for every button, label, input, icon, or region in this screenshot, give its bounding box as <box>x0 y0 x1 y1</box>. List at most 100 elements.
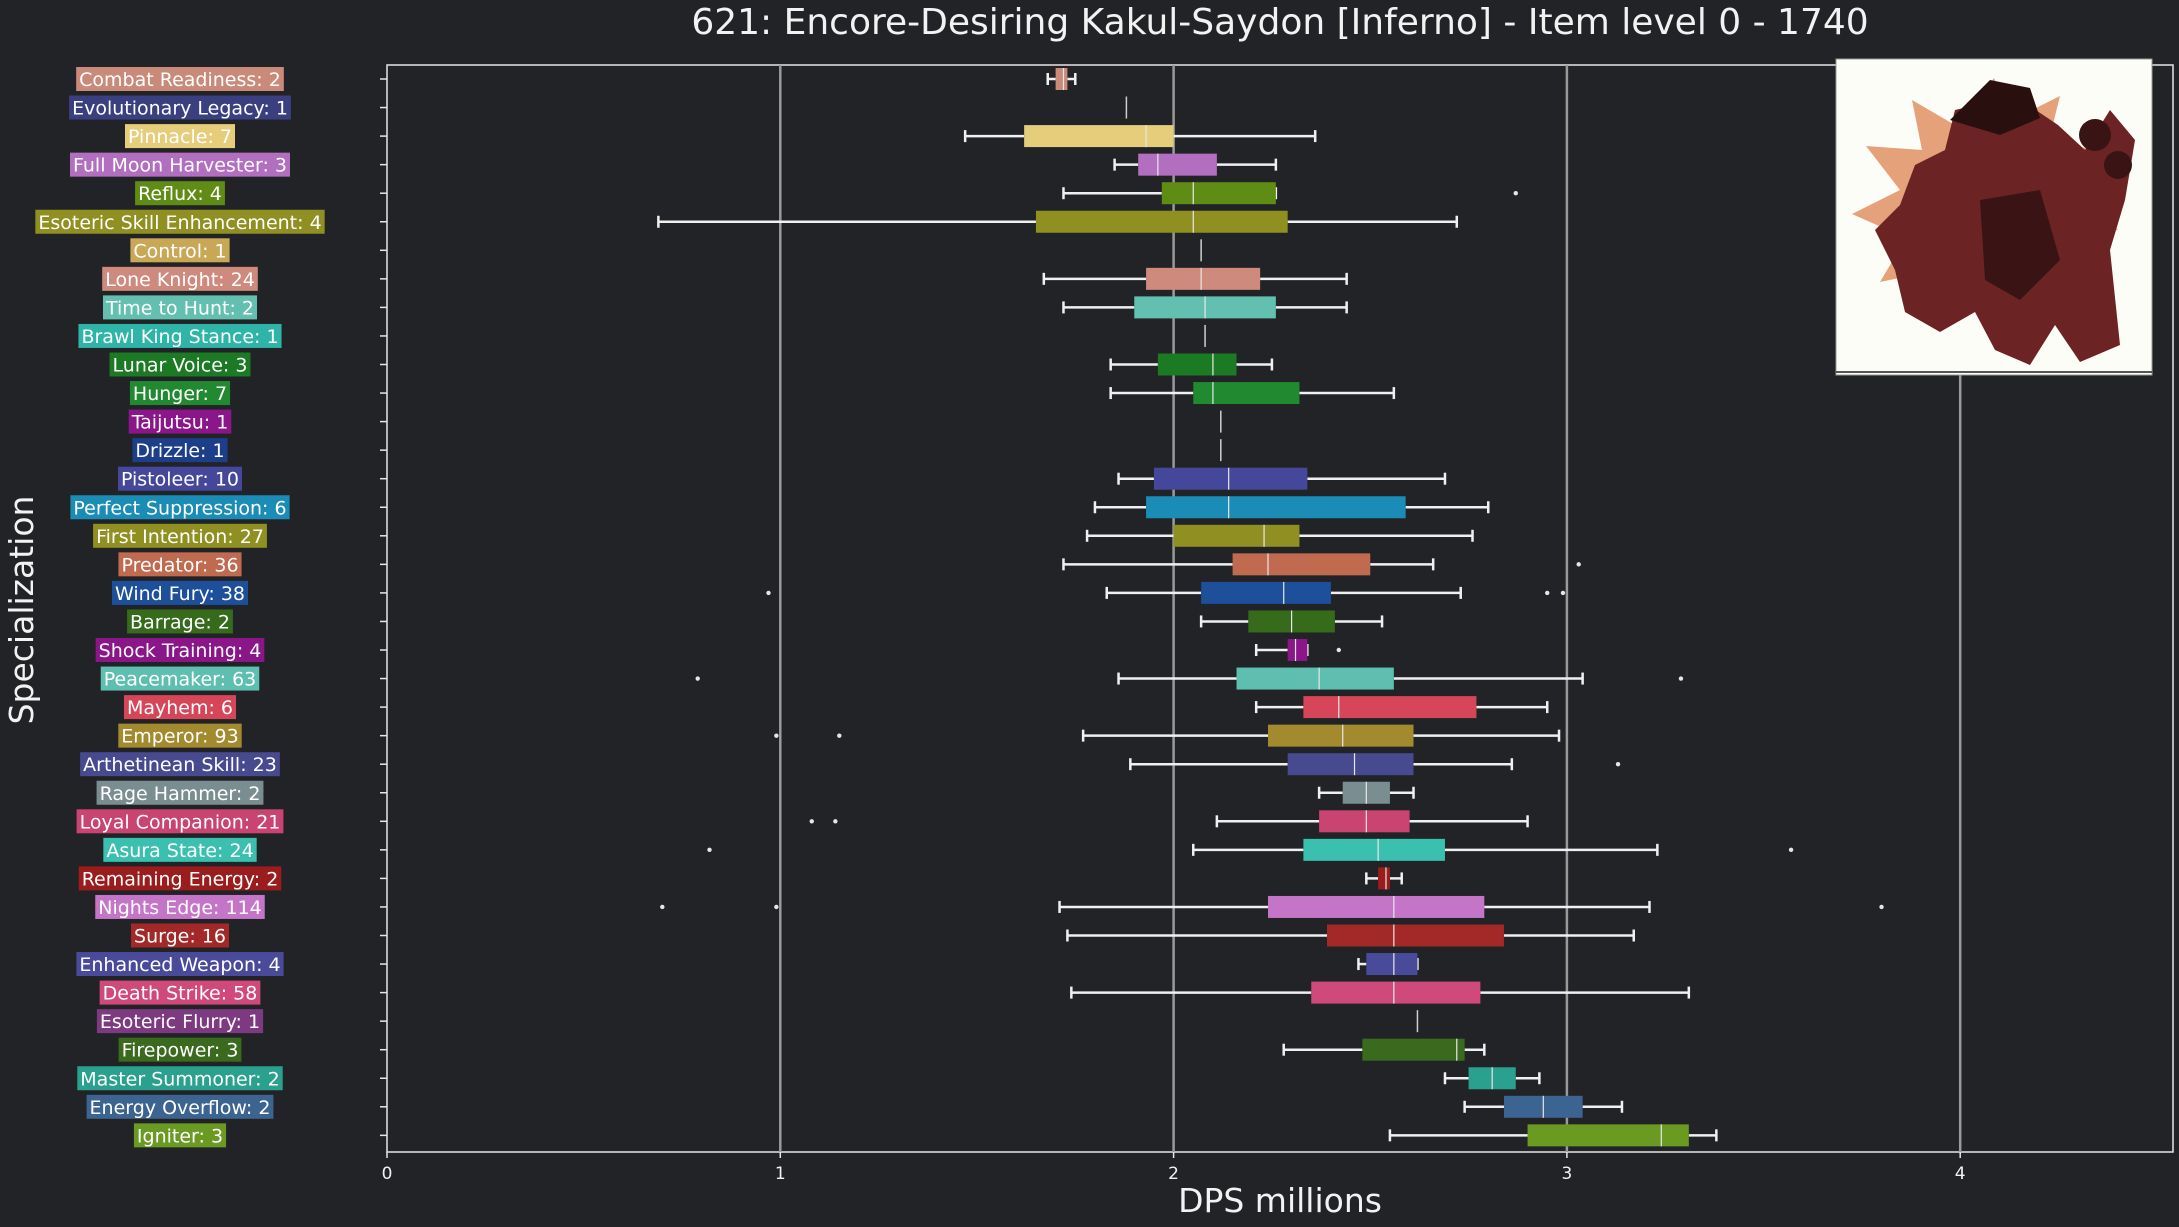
category-label-text: Death Strike: 58 <box>103 983 258 1005</box>
category-label-bg <box>70 495 290 520</box>
box-row-5 <box>380 210 1459 233</box>
category-label-bg <box>118 723 242 748</box>
outlier-point <box>1678 676 1684 681</box>
box-row-15 <box>380 496 1490 519</box>
category-label-bg <box>76 809 284 834</box>
category-label-text: Pinnacle: 7 <box>128 126 232 148</box>
category-label-text: Combat Readiness: 2 <box>79 69 281 91</box>
outlier-point <box>1560 590 1566 596</box>
iqr-box <box>1193 382 1300 405</box>
category-label-bg <box>128 409 232 434</box>
category-label-bg <box>103 837 257 862</box>
portrait-shadow <box>1980 190 2060 300</box>
outlier-point <box>1336 647 1341 653</box>
iqr-box <box>1236 667 1394 690</box>
category-label-bg <box>96 1009 264 1034</box>
box-row-7 <box>380 267 1348 290</box>
box-row-35 <box>380 1067 1541 1090</box>
x-tick-label-3: 3 <box>1561 1164 1572 1184</box>
category-label-34: Firepower: 3 <box>118 1037 242 1062</box>
category-label-bg <box>102 266 258 291</box>
box-row-27 <box>380 838 1794 861</box>
iqr-box <box>1303 696 1477 719</box>
box-row-31 <box>380 953 1419 976</box>
category-label-22: Mayhem: 6 <box>123 695 237 720</box>
category-label-text: Enhanced Weapon: 4 <box>79 954 280 976</box>
box-row-34 <box>380 1038 1486 1061</box>
iqr-box <box>1311 981 1481 1004</box>
category-label-bg <box>76 67 284 91</box>
box-row-20 <box>380 639 1341 661</box>
category-label-bg <box>131 923 229 948</box>
category-label-text: Loyal Companion: 21 <box>80 811 281 833</box>
box-row-3 <box>380 153 1278 176</box>
box-row-16 <box>380 524 1474 547</box>
category-label-31: Enhanced Weapon: 4 <box>76 952 284 977</box>
x-axis-label: DPS millions <box>1178 1181 1382 1220</box>
category-label-text: Lone Knight: 24 <box>105 269 255 291</box>
category-label-20: Shock Training: 4 <box>95 638 265 662</box>
category-label-text: Full Moon Harvester: 3 <box>73 155 287 177</box>
boss-portrait <box>1835 58 2153 376</box>
iqr-box <box>1287 639 1308 661</box>
category-label-26: Loyal Companion: 21 <box>76 809 284 834</box>
category-label-text: Shock Training: 4 <box>99 640 262 662</box>
box-row-6 <box>380 239 1202 262</box>
category-label-text: Rage Hammer: 2 <box>100 783 261 805</box>
box-row-37 <box>380 1124 1718 1147</box>
category-label-bg <box>100 666 260 691</box>
plot-area <box>386 64 2174 1153</box>
iqr-box <box>1287 753 1414 776</box>
box-row-26 <box>380 810 1529 833</box>
outlier-point <box>1788 847 1794 853</box>
outlier-point <box>809 819 814 824</box>
category-label-bg <box>80 752 280 777</box>
box-row-8 <box>380 296 1348 319</box>
iqr-box <box>1201 581 1331 604</box>
category-label-21: Peacemaker: 63 <box>100 666 260 691</box>
category-label-9: Brawl King Stance: 1 <box>78 323 282 348</box>
category-label-bg <box>118 1037 242 1062</box>
category-label-text: Mayhem: 6 <box>127 697 233 719</box>
category-label-14: Pistoleer: 10 <box>117 466 243 491</box>
x-tick-label-4: 4 <box>1955 1164 1966 1184</box>
iqr-box <box>1146 267 1261 290</box>
iqr-box <box>1035 210 1288 233</box>
category-label-bg <box>129 381 231 406</box>
iqr-box <box>1326 924 1504 947</box>
outlier-point <box>774 904 779 910</box>
box-row-24 <box>380 753 1621 776</box>
iqr-box <box>1303 838 1445 861</box>
box-row-19 <box>380 610 1384 633</box>
category-label-37: Igniter: 3 <box>133 1123 227 1148</box>
outlier-point <box>1576 562 1581 567</box>
category-label-text: Control: 1 <box>133 240 226 262</box>
category-label-text: Perfect Suppression: 6 <box>73 497 286 519</box>
category-label-18: Wind Fury: 38 <box>111 580 249 605</box>
iqr-box <box>1232 553 1371 576</box>
chart-title: 621: Encore-Desiring Kakul-Saydon [Infer… <box>691 2 1868 43</box>
category-label-bg <box>102 295 258 320</box>
category-label-29: Nights Edge: 114 <box>95 894 265 919</box>
category-label-text: Brawl King Stance: 1 <box>81 326 278 348</box>
y-axis-label: Specialization <box>2 496 41 725</box>
category-label-text: Arthetinean Skill: 23 <box>83 754 277 776</box>
iqr-box <box>1157 353 1237 376</box>
category-label-19: Barrage: 2 <box>127 609 233 634</box>
category-label-32: Death Strike: 58 <box>99 980 261 1005</box>
category-label-bg <box>95 638 265 662</box>
category-label-bg <box>93 523 267 548</box>
outlier-point <box>1545 590 1550 596</box>
category-label-bg <box>133 1123 227 1148</box>
box-row-22 <box>380 696 1549 719</box>
category-label-3: Full Moon Harvester: 3 <box>70 152 290 177</box>
iqr-box <box>1319 810 1410 833</box>
outlier-point <box>707 847 712 853</box>
category-label-text: First Intention: 27 <box>96 526 264 548</box>
box-row-17 <box>380 553 1581 576</box>
box-row-12 <box>380 410 1222 433</box>
outlier-point <box>660 904 665 910</box>
category-label-2: Pinnacle: 7 <box>125 124 235 149</box>
iqr-box <box>1161 182 1276 205</box>
